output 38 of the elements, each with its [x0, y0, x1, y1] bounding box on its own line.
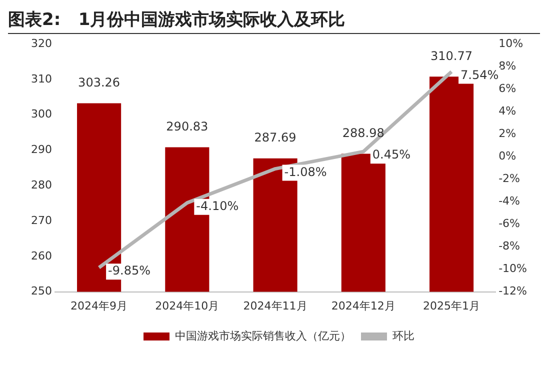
x-tick-label: 2025年1月	[423, 299, 480, 312]
y2-tick-label: 8%	[498, 59, 516, 72]
y2-tick-label: 2%	[498, 126, 516, 140]
y-tick-label: 280	[30, 178, 52, 192]
y2-tick-label: 6%	[498, 82, 516, 95]
data-label: 288.98	[342, 126, 384, 140]
y2-tick-label: -10%	[498, 262, 528, 276]
data-label: 0.45%	[372, 148, 411, 162]
legend-label: 中国游戏市场实际销售收入（亿元）	[175, 329, 351, 342]
x-tick-label: 2024年11月	[243, 299, 308, 312]
data-label: 7.54%	[460, 68, 499, 82]
y-tick-label: 300	[30, 108, 52, 121]
y-tick-label: 250	[30, 284, 52, 298]
y2-tick-label: -4%	[498, 194, 520, 208]
data-label: 287.69	[254, 130, 296, 144]
legend-label: 环比	[392, 329, 414, 342]
y-tick-label: 260	[30, 249, 52, 262]
x-tick-label: 2024年10月	[155, 299, 220, 312]
x-tick-label: 2024年12月	[331, 299, 396, 312]
y2-tick-label: 10%	[498, 36, 524, 50]
y2-tick-label: -8%	[498, 240, 520, 253]
data-label: -1.08%	[284, 164, 327, 179]
y-tick-label: 270	[30, 214, 52, 227]
chart-title: 图表2: 1月份中国游戏市场实际收入及环比	[8, 8, 540, 34]
data-label: 303.26	[78, 75, 120, 90]
y2-tick-label: 0%	[498, 149, 516, 162]
y-tick-label: 310	[30, 72, 52, 86]
data-label: -9.85%	[108, 264, 151, 278]
data-label: 310.77	[430, 48, 473, 63]
x-tick-label: 2024年9月	[70, 299, 128, 312]
y2-tick-label: 4%	[498, 104, 516, 118]
y2-tick-label: -6%	[498, 217, 520, 230]
y-tick-label: 320	[30, 36, 52, 50]
y2-tick-label: -2%	[498, 172, 520, 186]
data-label: 290.83	[166, 119, 208, 134]
y-tick-label: 290	[30, 143, 52, 156]
y2-tick-label: -12%	[498, 284, 528, 298]
data-label: -4.10%	[196, 198, 239, 213]
